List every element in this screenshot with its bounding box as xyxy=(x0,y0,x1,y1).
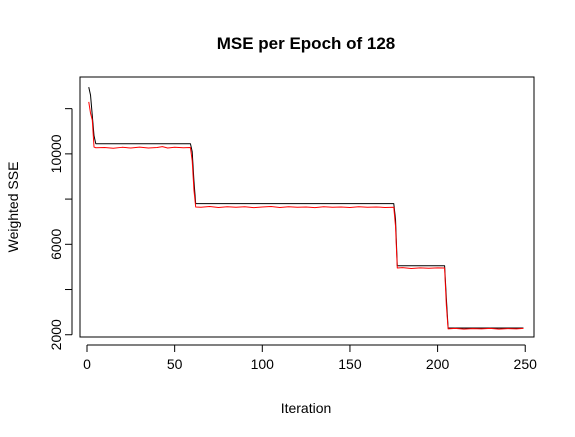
series-group xyxy=(88,87,524,330)
x-tick-label: 0 xyxy=(83,356,91,372)
series-line-2 xyxy=(88,101,524,330)
x-tick-label: 200 xyxy=(426,356,450,372)
y-tick-label: 2000 xyxy=(48,319,64,350)
x-tick-label: 250 xyxy=(514,356,538,372)
chart-title: MSE per Epoch of 128 xyxy=(217,34,396,53)
x-tick-label: 50 xyxy=(167,356,183,372)
x-axis: 0 50 100 150 200 250 xyxy=(83,344,538,372)
x-axis-label: Iteration xyxy=(281,400,332,416)
x-tick-label: 100 xyxy=(251,356,275,372)
y-axis: 2000 6000 10000 xyxy=(48,108,73,350)
y-tick-label: 10000 xyxy=(48,134,64,173)
series-line-1 xyxy=(88,87,524,329)
y-axis-label: Weighted SSE xyxy=(5,162,21,253)
plot-frame xyxy=(79,76,535,338)
y-tick-label: 6000 xyxy=(48,229,64,260)
x-tick-label: 150 xyxy=(338,356,362,372)
